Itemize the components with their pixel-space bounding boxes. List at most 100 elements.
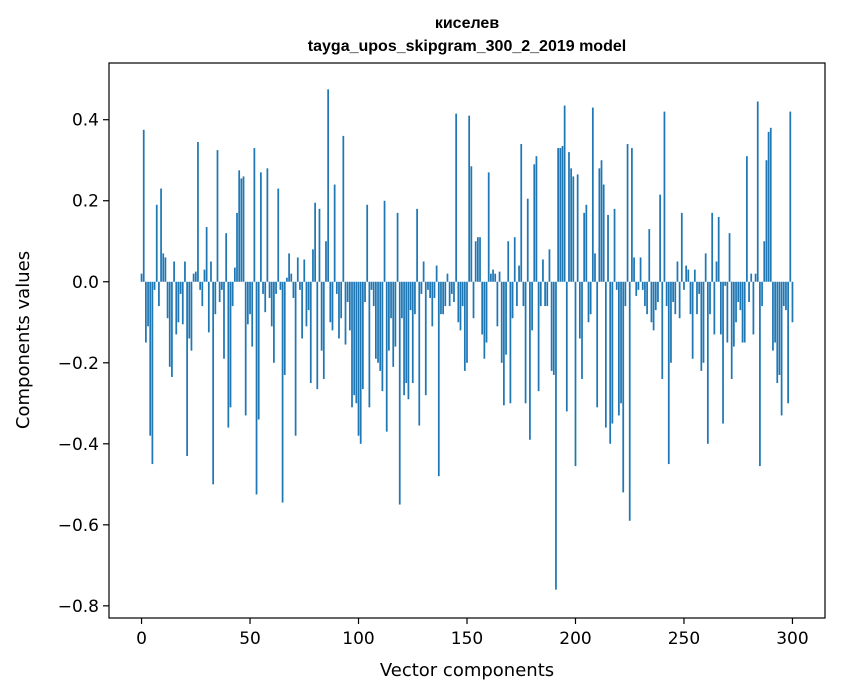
bar-64 xyxy=(279,281,282,290)
y-tick-label: −0.8 xyxy=(58,597,99,617)
plot-frame xyxy=(108,62,826,619)
bar-41 xyxy=(229,281,232,408)
bar-147 xyxy=(459,281,462,331)
bar-252 xyxy=(687,269,690,282)
x-tick-label: 250 xyxy=(668,629,700,649)
bar-283 xyxy=(754,273,757,282)
bar-161 xyxy=(490,273,492,282)
bar-135 xyxy=(433,281,436,298)
bar-268 xyxy=(722,281,724,424)
bar-153 xyxy=(472,281,475,319)
bar-199 xyxy=(572,176,575,282)
bar-40 xyxy=(227,281,230,428)
bar-172 xyxy=(513,237,516,282)
bar-124 xyxy=(409,281,412,311)
bar-242 xyxy=(665,281,668,307)
bar-127 xyxy=(416,208,418,282)
bar-290 xyxy=(769,127,772,282)
bar-51 xyxy=(251,281,254,347)
bar-185 xyxy=(542,259,544,282)
bar-281 xyxy=(750,273,753,282)
bar-98 xyxy=(353,281,356,396)
bar-61 xyxy=(273,281,275,363)
bar-130 xyxy=(422,261,425,282)
bar-60 xyxy=(270,281,273,327)
bar-112 xyxy=(383,200,386,282)
bar-288 xyxy=(765,160,768,282)
bar-145 xyxy=(455,113,458,282)
bar-245 xyxy=(672,281,674,303)
bar-200 xyxy=(574,281,577,467)
bar-163 xyxy=(494,273,497,282)
bar-58 xyxy=(266,168,269,282)
bar-36 xyxy=(218,281,221,303)
bar-42 xyxy=(231,281,234,307)
bar-28 xyxy=(201,281,204,307)
bar-241 xyxy=(663,111,666,282)
bar-142 xyxy=(448,281,451,307)
bar-18 xyxy=(179,281,182,294)
bar-76 xyxy=(305,281,308,327)
bar-73 xyxy=(299,281,301,290)
bar-232 xyxy=(644,281,646,307)
bar-298 xyxy=(787,281,789,404)
bar-246 xyxy=(674,281,677,315)
bar-118 xyxy=(396,212,399,282)
bar-262 xyxy=(709,281,711,315)
bar-14 xyxy=(171,281,173,377)
bar-285 xyxy=(759,281,761,467)
bar-234 xyxy=(648,229,651,282)
bar-53 xyxy=(255,281,258,495)
bar-30 xyxy=(205,227,208,282)
bar-78 xyxy=(309,281,312,384)
bar-208 xyxy=(591,107,594,282)
bar-300 xyxy=(791,281,794,323)
bar-48 xyxy=(244,281,247,416)
bar-9 xyxy=(160,188,162,282)
bar-70 xyxy=(292,281,295,298)
bar-264 xyxy=(713,281,716,335)
bar-297 xyxy=(785,281,787,311)
bar-156 xyxy=(479,237,481,282)
bar-177 xyxy=(524,281,527,404)
x-tick-label: 0 xyxy=(136,629,147,649)
bar-108 xyxy=(375,281,377,359)
bar-243 xyxy=(667,281,670,465)
bar-224 xyxy=(626,144,629,282)
bar-183 xyxy=(537,281,540,392)
bar-54 xyxy=(257,281,260,420)
bar-23 xyxy=(190,281,193,351)
bar-139 xyxy=(442,281,445,315)
bar-244 xyxy=(670,281,672,363)
bar-198 xyxy=(570,168,573,282)
bar-120 xyxy=(401,281,403,319)
bar-29 xyxy=(203,269,206,282)
bar-250 xyxy=(683,281,685,290)
bars-group xyxy=(140,89,794,590)
bar-117 xyxy=(394,281,397,347)
bar-96 xyxy=(348,281,351,331)
bar-186 xyxy=(544,281,546,307)
bar-114 xyxy=(388,281,390,351)
bar-256 xyxy=(696,281,698,315)
bar-206 xyxy=(587,281,590,323)
bar-274 xyxy=(735,281,737,323)
bar-116 xyxy=(392,281,395,367)
bar-220 xyxy=(618,281,620,416)
bar-191 xyxy=(555,281,557,590)
y-tick-label: 0.0 xyxy=(72,273,99,293)
bar-129 xyxy=(420,281,423,294)
bar-221 xyxy=(620,281,622,404)
bar-35 xyxy=(216,150,219,282)
bar-32 xyxy=(210,261,212,282)
bar-178 xyxy=(526,198,529,282)
bar-0 xyxy=(140,273,143,282)
bar-280 xyxy=(748,281,750,303)
bar-152 xyxy=(470,166,473,282)
bar-171 xyxy=(511,281,514,319)
bar-207 xyxy=(589,281,592,315)
bar-101 xyxy=(359,281,362,444)
x-tick-label: 50 xyxy=(239,629,261,649)
bar-247 xyxy=(676,261,679,282)
bar-151 xyxy=(468,115,471,282)
